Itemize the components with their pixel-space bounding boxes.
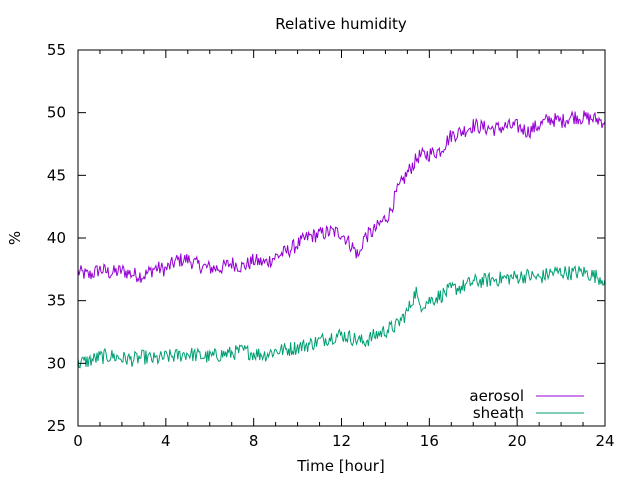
series-line-aerosol	[77, 110, 606, 283]
y-tick-label: 35	[47, 292, 66, 310]
y-tick-label: 40	[47, 229, 66, 247]
series-line-sheath	[77, 265, 606, 369]
y-tick-label: 55	[47, 41, 66, 59]
series-layer	[77, 110, 606, 369]
x-tick-label: 16	[420, 432, 439, 450]
x-tick-label: 12	[332, 432, 351, 450]
x-tick-label: 0	[73, 432, 83, 450]
x-tick-label: 4	[161, 432, 171, 450]
y-tick-label: 50	[47, 104, 66, 122]
axes-layer: 0 4 8 12 16 20 24 25 30 35 40 45 50 55	[47, 41, 615, 450]
y-tick-label: 45	[47, 166, 66, 184]
legend-label-sheath: sheath	[473, 404, 524, 422]
y-tick-label: 25	[47, 417, 66, 435]
chart-title: Relative humidity	[275, 15, 407, 33]
legend-label-aerosol: aerosol	[469, 387, 524, 405]
x-tick-label: 24	[595, 432, 614, 450]
x-tick-label: 8	[249, 432, 259, 450]
y-axis-label: %	[6, 231, 24, 245]
y-tick-label: 30	[47, 354, 66, 372]
x-tick-label: 20	[508, 432, 527, 450]
x-axis-label: Time [hour]	[296, 457, 385, 475]
